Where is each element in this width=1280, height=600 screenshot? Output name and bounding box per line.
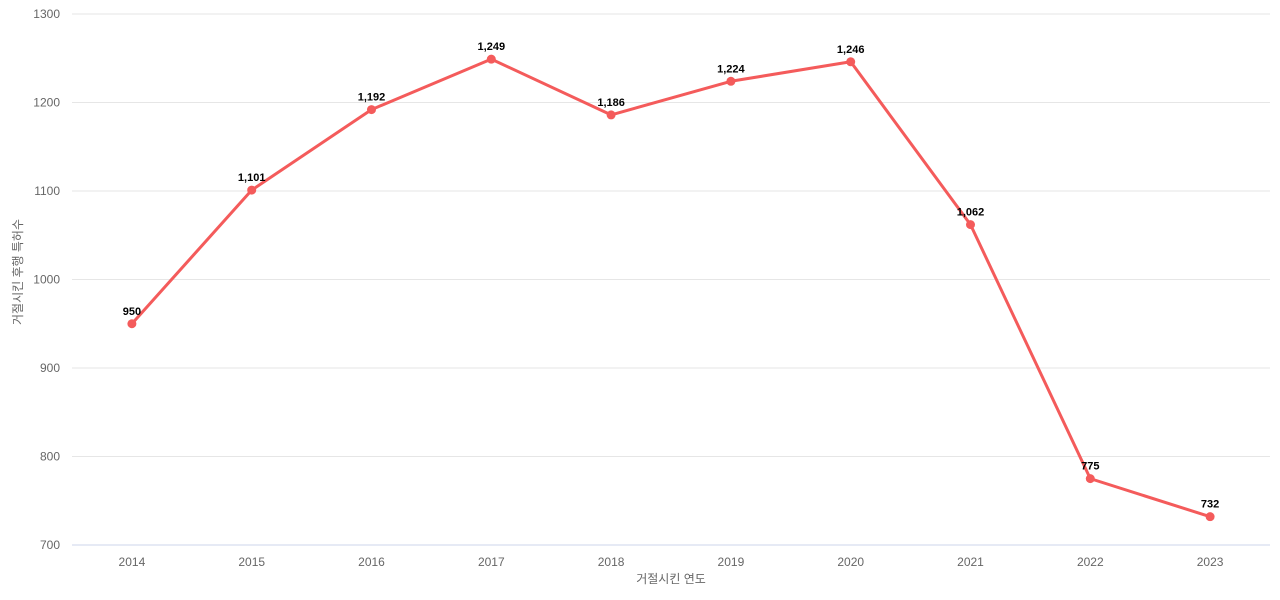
series-line	[130, 57, 1212, 519]
y-tick-label: 700	[40, 538, 60, 552]
x-tick-label: 2014	[119, 555, 146, 569]
data-point-label: 1,186	[597, 97, 625, 109]
y-tick-label: 1200	[33, 96, 60, 110]
y-tick-label: 1100	[34, 184, 60, 198]
y-axis-title: 거절시킨 후행 특허수	[10, 219, 25, 325]
data-point-label: 1,246	[837, 44, 865, 56]
x-tick-label: 2019	[718, 555, 745, 569]
data-point[interactable]	[846, 57, 856, 67]
y-tick-label: 900	[40, 361, 60, 375]
data-point[interactable]	[726, 76, 736, 86]
data-labels: 950 1,101 1,192 1,249 1,186 1,224 1,246 1,062 77…	[123, 41, 1220, 511]
data-point-label: 775	[1081, 461, 1099, 473]
y-tick-label: 1300	[33, 7, 60, 21]
data-point[interactable]	[127, 319, 137, 329]
x-tick-label: 2016	[358, 555, 385, 569]
x-tick-label: 2022	[1077, 555, 1104, 569]
data-point-label: 950	[123, 306, 141, 318]
data-point[interactable]	[606, 110, 616, 120]
x-tick-label: 2018	[598, 555, 625, 569]
data-point-label: 1,249	[478, 41, 506, 53]
y-axis-tick-labels: 700 800 900 1000 1100 1200 1300	[33, 7, 60, 552]
gridlines	[72, 13, 1270, 546]
x-tick-label: 2023	[1197, 555, 1224, 569]
data-point-label: 1,062	[957, 207, 985, 219]
x-tick-label: 2015	[238, 555, 265, 569]
data-point[interactable]	[1085, 474, 1095, 484]
x-axis-tick-labels: 2014 2015 2016 2017 2018 2019 2020 2021 2022 2023	[119, 555, 1224, 569]
x-tick-label: 2017	[478, 555, 505, 569]
x-tick-label: 2021	[957, 555, 984, 569]
data-point-label: 1,192	[358, 92, 386, 104]
data-point-label: 1,224	[717, 63, 745, 75]
data-point[interactable]	[247, 185, 257, 195]
x-tick-label: 2020	[837, 555, 864, 569]
y-tick-label: 800	[40, 450, 60, 464]
data-point-label: 732	[1201, 499, 1219, 511]
x-axis-title: 거절시킨 연도	[636, 572, 706, 586]
data-point[interactable]	[486, 54, 496, 64]
data-point[interactable]	[966, 220, 975, 230]
line-series	[127, 54, 1215, 522]
y-tick-label: 1000	[33, 273, 60, 287]
data-point[interactable]	[1205, 512, 1215, 522]
data-point[interactable]	[367, 105, 376, 115]
data-point-label: 1,101	[238, 172, 266, 184]
